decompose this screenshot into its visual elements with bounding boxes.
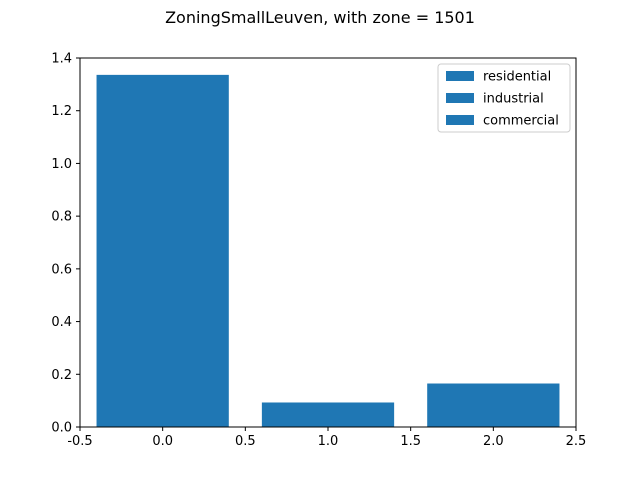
x-tick-label: 1.0 (318, 434, 339, 449)
x-tick-label: 2.0 (483, 434, 504, 449)
y-tick-label: 0.6 (51, 262, 72, 277)
legend-swatch-commercial (446, 115, 474, 125)
y-tick-label: 0.0 (51, 421, 72, 436)
x-tick-label: -0.5 (67, 434, 92, 449)
bar-residential (96, 74, 229, 428)
y-tick-label: 0.4 (51, 315, 72, 330)
legend-label-commercial: commercial (483, 114, 559, 129)
x-tick-label: 1.5 (400, 434, 421, 449)
bar-industrial (261, 402, 395, 427)
x-tick-label: 0.0 (152, 434, 173, 449)
legend-label-residential: residential (483, 70, 551, 85)
y-tick-label: 1.2 (51, 104, 72, 119)
chart-title: ZoningSmallLeuven, with zone = 1501 (165, 8, 475, 27)
bars-group (96, 74, 560, 428)
legend: residential industrial commercial (437, 63, 571, 133)
y-tick-label: 0.2 (51, 368, 72, 383)
legend-swatch-industrial (446, 93, 474, 103)
x-tick-label: 2.5 (566, 434, 587, 449)
legend-label-industrial: industrial (483, 92, 544, 107)
legend-swatch-residential (446, 71, 474, 81)
y-tick-label: 1.4 (51, 52, 72, 67)
x-tick-label: 0.5 (235, 434, 256, 449)
axes-group: -0.5 0.0 0.5 1.0 1.5 2.0 2.50.00.20.40.60.81.0… (51, 52, 586, 450)
y-tick-label: 0.8 (51, 210, 72, 225)
y-tick-label: 1.0 (51, 157, 72, 172)
bar-commercial (427, 383, 560, 427)
